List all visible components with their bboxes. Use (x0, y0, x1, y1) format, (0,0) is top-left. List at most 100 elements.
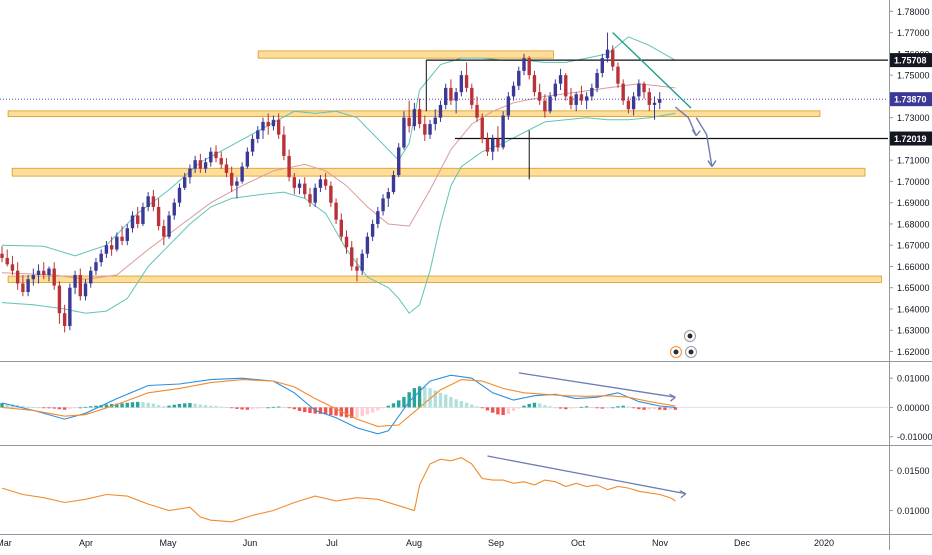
candle-body[interactable] (590, 87, 594, 97)
candle-body[interactable] (631, 96, 636, 110)
candle-body[interactable] (203, 162, 208, 169)
candle-body[interactable] (15, 270, 20, 284)
candle-body[interactable] (616, 66, 620, 84)
candle-body[interactable] (652, 102, 657, 105)
candle-body[interactable] (271, 119, 276, 127)
candle-body[interactable] (266, 121, 270, 127)
candle-body[interactable] (397, 147, 401, 176)
candle-body[interactable] (584, 96, 589, 101)
candle-body[interactable] (323, 179, 328, 186)
candle-body[interactable] (78, 274, 82, 297)
candle-body[interactable] (83, 283, 88, 297)
price-pane[interactable] (0, 32, 888, 359)
candle-body[interactable] (386, 192, 390, 199)
candle-body[interactable] (402, 117, 406, 148)
candle-body[interactable] (214, 151, 218, 159)
candle-body[interactable] (464, 75, 469, 88)
candle-body[interactable] (438, 104, 443, 118)
candle-body[interactable] (26, 279, 30, 292)
candle-body[interactable] (564, 75, 568, 97)
candle-body[interactable] (209, 151, 213, 163)
candle-body[interactable] (62, 313, 67, 326)
candle-body[interactable] (553, 83, 558, 97)
support-resistance-zone[interactable] (7, 275, 882, 283)
candle-body[interactable] (485, 138, 490, 152)
candle-body[interactable] (658, 99, 662, 103)
candle-body[interactable] (261, 121, 265, 131)
candle-body[interactable] (136, 215, 140, 224)
candle-body[interactable] (334, 202, 338, 220)
candle-body[interactable] (511, 85, 516, 97)
support-resistance-zone[interactable] (257, 50, 554, 59)
candle-body[interactable] (574, 94, 578, 105)
candle-body[interactable] (611, 49, 615, 67)
descending-trendline[interactable] (612, 32, 692, 109)
candle-body[interactable] (381, 198, 385, 212)
candle-body[interactable] (151, 196, 156, 207)
candle-body[interactable] (104, 245, 109, 254)
candle-body[interactable] (496, 138, 500, 148)
candle-body[interactable] (376, 211, 380, 224)
candle-body[interactable] (42, 270, 46, 275)
candle-body[interactable] (109, 245, 114, 250)
candle-body[interactable] (407, 117, 411, 127)
candle-body[interactable] (329, 185, 333, 203)
candle-body[interactable] (276, 119, 281, 135)
candle-body[interactable] (297, 183, 302, 188)
candle-body[interactable] (459, 75, 464, 93)
candle-body[interactable] (595, 73, 599, 88)
candle-body[interactable] (57, 285, 62, 314)
candle-body[interactable] (428, 124, 432, 135)
candle-body[interactable] (141, 206, 145, 224)
candle-body[interactable] (423, 124, 427, 135)
candle-body[interactable] (480, 117, 484, 139)
candle-body[interactable] (522, 58, 526, 71)
candle-body[interactable] (172, 202, 176, 216)
support-resistance-zone[interactable] (11, 167, 866, 177)
candle-body[interactable] (146, 196, 150, 207)
candle-body[interactable] (52, 268, 56, 286)
candle-body[interactable] (548, 96, 552, 112)
candle-body[interactable] (621, 83, 625, 101)
candle-body[interactable] (31, 274, 36, 280)
candle-body[interactable] (360, 253, 364, 271)
candle-body[interactable] (532, 75, 537, 93)
candle-body[interactable] (454, 92, 458, 101)
candle-body[interactable] (475, 104, 479, 118)
candle-body[interactable] (193, 160, 197, 169)
candle-body[interactable] (256, 130, 260, 139)
candle-body[interactable] (130, 215, 135, 229)
candle-body[interactable] (527, 58, 531, 76)
candle-body[interactable] (183, 177, 187, 188)
candle-body[interactable] (36, 270, 41, 275)
macd-pane[interactable] (0, 372, 888, 435)
candle-body[interactable] (433, 117, 437, 125)
candle-body[interactable] (506, 96, 511, 116)
projection-path-2[interactable] (695, 117, 713, 167)
candle-body[interactable] (318, 179, 323, 188)
candle-body[interactable] (177, 187, 182, 203)
candle-body[interactable] (287, 155, 291, 178)
candle-body[interactable] (224, 164, 229, 173)
candle-body[interactable] (89, 270, 93, 284)
candle-body[interactable] (73, 274, 77, 288)
candle-body[interactable] (167, 215, 171, 237)
volatility-pane[interactable] (1, 455, 687, 523)
candle-body[interactable] (282, 134, 286, 156)
candle-body[interactable] (339, 219, 343, 237)
candle-body[interactable] (543, 100, 547, 112)
candle-body[interactable] (344, 236, 349, 248)
candle-body[interactable] (188, 168, 192, 178)
candle-body[interactable] (219, 158, 223, 165)
candle-body[interactable] (99, 253, 103, 263)
candle-body[interactable] (637, 83, 641, 97)
candle-body[interactable] (120, 236, 124, 241)
candle-body[interactable] (5, 257, 9, 265)
candle-body[interactable] (115, 236, 119, 250)
candle-body[interactable] (501, 115, 505, 148)
candle-body[interactable] (313, 187, 317, 203)
candle-body[interactable] (308, 194, 312, 203)
candle-body[interactable] (647, 92, 651, 105)
candle-body[interactable] (303, 183, 307, 195)
